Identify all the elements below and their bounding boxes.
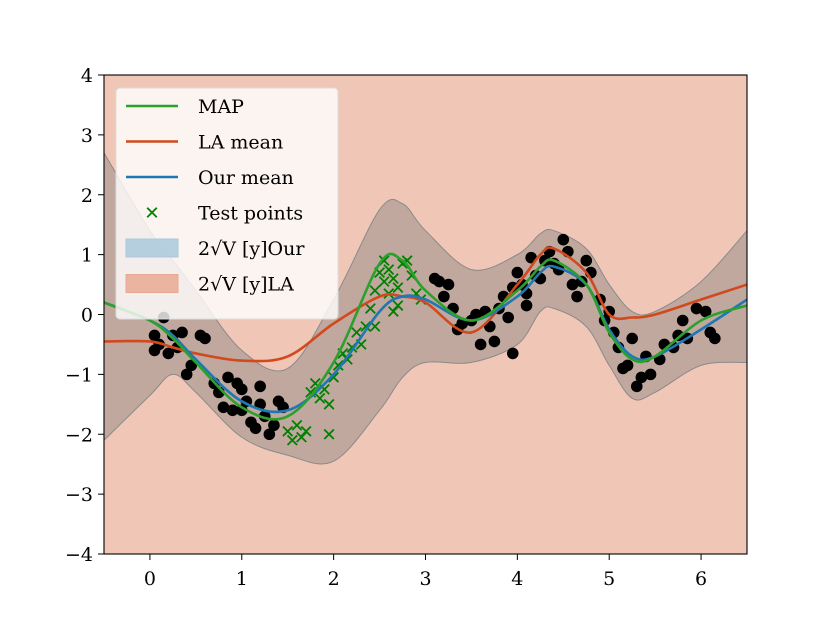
test-point: [282, 425, 294, 437]
legend-label: Test points: [198, 203, 303, 225]
series-line-map: [104, 252, 747, 421]
train-point: [644, 368, 657, 381]
train-point: [474, 338, 487, 351]
x-tick-label: 2: [328, 568, 340, 590]
train-point: [180, 368, 193, 381]
test-point: [387, 273, 399, 285]
test-point: [314, 392, 326, 404]
train-point: [520, 299, 533, 312]
train-point: [690, 302, 703, 315]
legend-label: 2√V [y]Our: [198, 238, 305, 260]
test-point: [351, 327, 363, 338]
train-point: [433, 275, 446, 288]
test-point: [387, 306, 399, 317]
train-point: [571, 290, 583, 303]
train-point: [162, 347, 175, 360]
test-point: [378, 276, 390, 288]
test-point: [296, 431, 307, 443]
train-point: [699, 305, 712, 318]
test-point: [392, 282, 404, 293]
x-tick-label: 6: [695, 568, 707, 590]
test-point: [392, 300, 404, 311]
train-point: [621, 359, 634, 372]
train-point: [222, 371, 234, 384]
train-point: [580, 254, 593, 267]
series-line-la-mean: [104, 246, 747, 363]
test-point: [364, 303, 376, 314]
test-point: [328, 371, 340, 383]
train-point: [626, 332, 638, 345]
train-point: [263, 428, 276, 441]
train-point: [635, 371, 648, 384]
train-point: [199, 332, 211, 345]
legend-box: [115, 87, 339, 320]
train-point: [511, 266, 524, 279]
axes: 0 1 2 3 4 5 6 −4 −3 −2 −1 0 1 2 3 4: [65, 65, 707, 590]
y-tick-label: 3: [81, 125, 93, 147]
x-tick-label: 5: [603, 568, 615, 590]
test-point: [360, 321, 372, 332]
legend-swatch-patch: [125, 238, 179, 258]
x-tick-label: 1: [236, 568, 248, 590]
legend-label: LA mean: [198, 132, 283, 154]
legend-label: Our mean: [198, 167, 294, 189]
test-point: [291, 419, 303, 431]
train-point: [217, 401, 230, 414]
train-point: [249, 422, 262, 435]
y-tick-label: −1: [65, 364, 93, 386]
train-point: [176, 326, 188, 339]
legend: MAP LA mean Our mean Test points 2√V [y]Our 2…: [115, 87, 339, 320]
y-tick-label: 2: [81, 185, 93, 207]
train-point: [235, 383, 248, 396]
test-point: [286, 434, 298, 446]
legend-label: 2√V [y]LA: [198, 274, 294, 296]
test-point: [369, 285, 381, 296]
train-point: [470, 308, 482, 321]
train-point: [506, 347, 519, 360]
y-tick-label: 4: [81, 65, 93, 87]
y-tick-label: −4: [65, 544, 93, 566]
train-point: [442, 278, 455, 291]
train-point: [672, 329, 684, 342]
train-point: [235, 404, 248, 417]
train-point: [557, 233, 570, 246]
test-point: [323, 428, 335, 440]
train-point: [226, 404, 239, 417]
test-point: [300, 425, 312, 437]
x-tick-label: 4: [511, 568, 523, 590]
test-point: [323, 398, 335, 410]
legend-label: MAP: [198, 96, 244, 118]
train-point: [630, 380, 643, 393]
y-tick-label: 0: [81, 305, 93, 327]
train-point: [488, 335, 501, 348]
series-lines: [104, 246, 747, 421]
train-point: [566, 278, 579, 291]
test-point: [383, 264, 395, 276]
series-line-our-mean: [104, 264, 747, 414]
train-point: [709, 332, 721, 345]
y-tick-label: −3: [65, 484, 93, 506]
train-point: [148, 329, 161, 342]
train-point: [438, 290, 450, 303]
test-point: [401, 255, 413, 267]
train-point: [268, 419, 280, 432]
train-point: [254, 380, 266, 393]
x-tick-label: 0: [144, 568, 156, 590]
legend-swatch-patch: [125, 274, 179, 293]
train-point: [502, 311, 514, 324]
y-tick-label: 1: [81, 245, 93, 267]
y-tick-label: −2: [65, 424, 93, 446]
legend-swatch-marker: [146, 207, 158, 218]
train-point: [676, 314, 689, 327]
x-tick-label: 3: [419, 568, 431, 590]
